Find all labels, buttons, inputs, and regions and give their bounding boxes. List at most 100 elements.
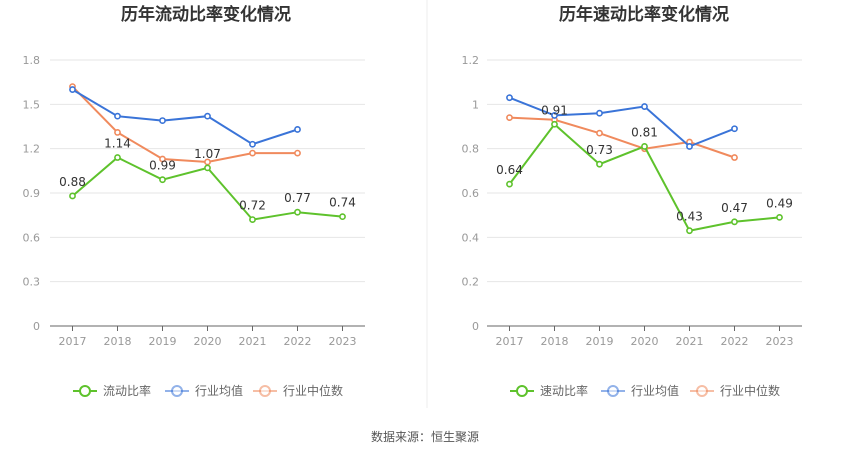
y-tick-label: 0 — [472, 320, 479, 333]
y-tick-label: 1.2 — [462, 54, 480, 67]
x-tick-label: 2017 — [59, 335, 87, 348]
series-point — [551, 112, 558, 119]
series-point — [506, 180, 513, 188]
data-label: 0.74 — [329, 196, 356, 210]
series-point — [114, 129, 121, 136]
legend-item-2: 行业均值 — [601, 383, 679, 398]
legend-item-3: 行业中位数 — [253, 383, 343, 398]
legend-label: 行业均值 — [195, 383, 243, 398]
series-point — [69, 192, 76, 200]
chart-title: 历年流动比率变化情况 — [121, 4, 291, 25]
x-tick-label: 2020 — [631, 335, 659, 348]
data-label: 1.14 — [104, 137, 131, 151]
chart-panel-1: 历年流动比率变化情况 0 0.3 0.6 0.9 1.2 1.5 1.8 2017 2018 201… — [23, 4, 365, 398]
series-point — [731, 125, 738, 133]
series-line-2 — [71, 88, 298, 146]
y-tick-label: 0.9 — [23, 187, 41, 200]
series-point — [114, 154, 121, 161]
legend-label: 行业中位数 — [720, 383, 780, 398]
x-tick-label: 2019 — [149, 335, 177, 348]
series-point — [731, 218, 738, 226]
x-tick-label: 2023 — [329, 335, 357, 348]
legend-label: 行业均值 — [631, 383, 679, 398]
series-point — [159, 117, 166, 124]
legend-marker — [607, 385, 619, 397]
series-line-2 — [509, 96, 735, 148]
legend-marker — [259, 385, 271, 397]
data-label: 1.07 — [194, 147, 221, 161]
x-tick-label: 2018 — [104, 335, 132, 348]
y-tick-label: 0.3 — [23, 276, 41, 289]
series-point — [551, 120, 558, 128]
data-label: 0.91 — [541, 103, 568, 117]
series-point — [686, 143, 693, 150]
data-label: 0.73 — [586, 143, 613, 157]
data-label: 0.88 — [59, 175, 86, 189]
y-tick-label: 0.6 — [23, 231, 41, 244]
series-point — [69, 86, 76, 93]
y-tick-label: 1.5 — [23, 98, 41, 111]
chart-title: 历年速动比率变化情况 — [559, 4, 729, 25]
legend-item-3: 行业中位数 — [690, 383, 780, 398]
series-point — [641, 103, 648, 110]
series-line-3 — [509, 116, 735, 159]
series-point — [114, 112, 121, 120]
x-tick-label: 2019 — [586, 335, 614, 348]
series-point — [294, 126, 301, 133]
x-tick-label: 2023 — [766, 335, 794, 348]
x-tick-label: 2021 — [676, 335, 704, 348]
series-point — [339, 213, 346, 221]
series-point — [686, 227, 693, 235]
data-label: 0.72 — [239, 199, 266, 213]
y-tick-label: 0.2 — [462, 276, 480, 289]
x-tick-label: 2017 — [496, 335, 524, 348]
y-tick-label: 1.8 — [23, 54, 41, 67]
y-tick-label: 0.8 — [462, 143, 480, 156]
y-tick-label: 0.4 — [462, 231, 480, 244]
legend-label: 行业中位数 — [283, 383, 343, 398]
series-point — [249, 216, 256, 223]
series-point — [294, 208, 301, 216]
series-point — [204, 112, 211, 120]
legend-marker — [516, 385, 528, 397]
series-point — [506, 114, 513, 122]
series-point — [294, 149, 301, 157]
legend-marker — [171, 385, 183, 397]
series-point — [596, 129, 603, 137]
series-point — [641, 143, 648, 150]
legend-item-2: 行业均值 — [165, 383, 243, 398]
series-point — [596, 109, 603, 117]
x-tick-label: 2021 — [239, 335, 267, 348]
legend-item-1: 流动比率 — [73, 383, 151, 398]
data-label: 0.47 — [721, 201, 748, 215]
data-label: 0.81 — [631, 125, 658, 139]
y-tick-label: 1 — [472, 98, 479, 111]
series-point — [731, 154, 738, 161]
series-point — [159, 155, 166, 163]
series-point — [506, 94, 513, 102]
series-point — [159, 176, 166, 184]
series-point — [204, 164, 211, 172]
data-label: 0.49 — [766, 196, 793, 210]
x-tick-label: 2022 — [284, 335, 312, 348]
series-point — [249, 149, 256, 157]
x-tick-label: 2022 — [721, 335, 749, 348]
legend-item-1: 速动比率 — [510, 383, 588, 398]
series-point — [249, 140, 256, 148]
legend-marker — [79, 385, 91, 397]
series-point — [596, 160, 603, 168]
data-label: 0.77 — [284, 191, 311, 205]
y-tick-label: 0 — [33, 320, 40, 333]
y-tick-label: 0.6 — [462, 187, 480, 200]
series-point — [776, 213, 783, 221]
data-label: 0.43 — [676, 210, 703, 224]
legend-label: 速动比率 — [540, 383, 588, 398]
data-label: 0.99 — [149, 159, 176, 173]
x-tick-label: 2018 — [541, 335, 569, 348]
series-line-3 — [71, 85, 298, 164]
legend-marker — [696, 385, 708, 397]
data-source-note: 数据来源：恒生聚源 — [370, 430, 479, 444]
y-tick-label: 1.2 — [23, 143, 41, 156]
